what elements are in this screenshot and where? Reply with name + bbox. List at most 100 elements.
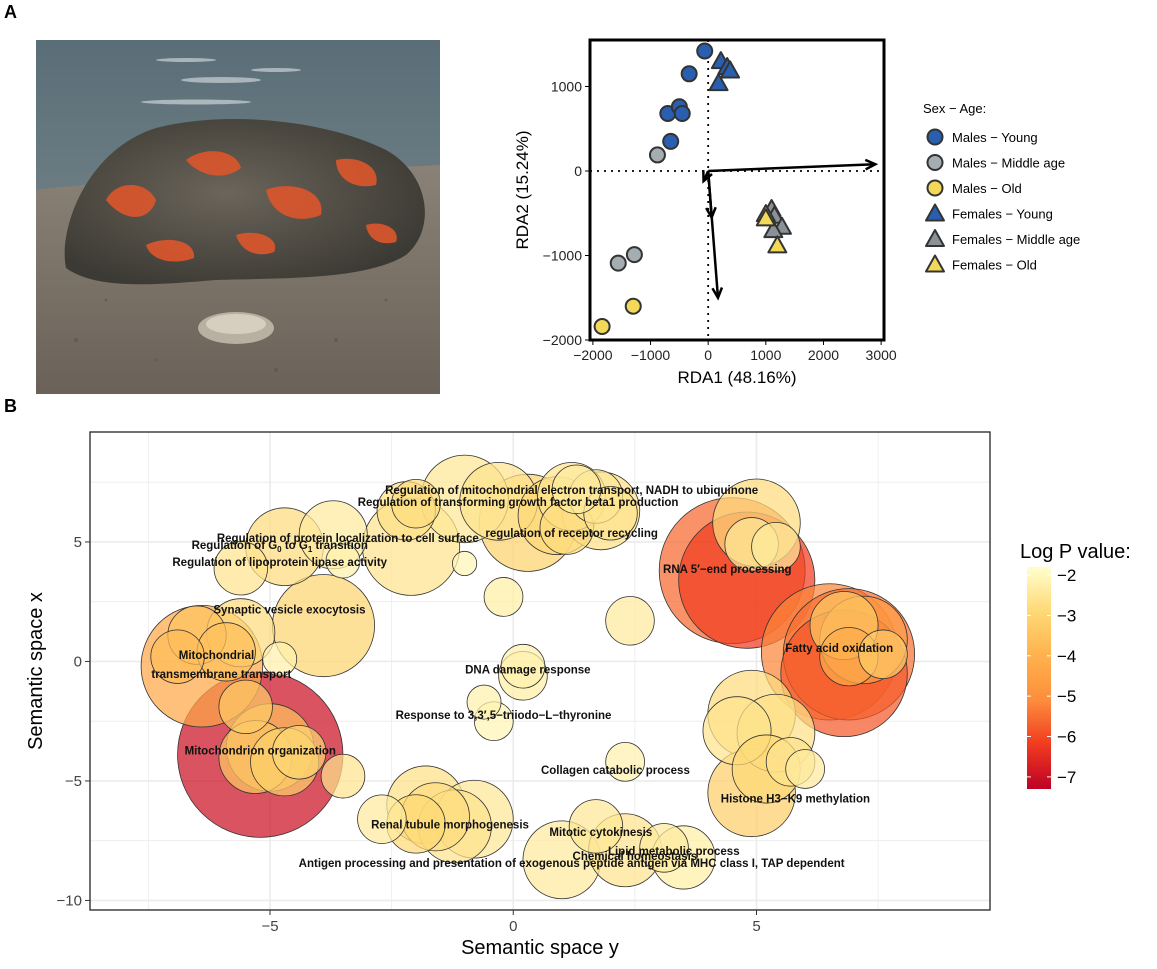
rda-legend-label: Males − Middle age	[952, 156, 1065, 171]
rda-x-tick-label: −2000	[573, 347, 613, 363]
rda-point	[680, 65, 698, 83]
go-term-label: Regulation of G0 to G1 transition	[192, 540, 368, 554]
rda-point	[696, 42, 714, 60]
rda-x-tick-label: −1000	[631, 347, 671, 363]
go-term-bubble	[391, 478, 441, 529]
rda-y-tick-label: 1000	[551, 78, 582, 94]
colorbar-tick-label: −4	[1057, 647, 1076, 666]
go-term-label: DNA damage response	[465, 664, 590, 676]
colorbar-tick-label: −7	[1057, 768, 1076, 787]
rda-y-tick-label: −1000	[543, 247, 583, 263]
colorbar-gradient	[1027, 567, 1051, 789]
rda-x-tick-label: 1000	[750, 347, 781, 363]
rda-legend-key	[926, 154, 944, 171]
go-term-bubble	[785, 749, 825, 789]
rda-point	[625, 246, 643, 264]
semantic-x-axis-label: Semantic space y	[461, 937, 619, 959]
rda-biplot-arrow	[706, 170, 720, 298]
go-term-label: Regulation of transforming growth factor…	[358, 497, 679, 509]
go-term-label: Mitochondrion organization	[185, 746, 336, 758]
rda-plot-frame	[588, 38, 886, 342]
colorbar-tick-label: −2	[1057, 566, 1076, 585]
bubble-x-tick-label: 0	[509, 918, 517, 935]
colorbar-title: Log P value:	[1020, 541, 1131, 563]
go-term-bubble	[357, 794, 407, 844]
rda-point	[708, 73, 729, 92]
rda-legend-key	[926, 179, 944, 197]
bubble-y-tick-label: −5	[65, 773, 82, 790]
rda-point	[609, 254, 627, 272]
rda-x-tick-label: 2000	[808, 347, 839, 363]
bubble-plot-frame	[89, 431, 991, 911]
panel-b-letter: B	[4, 396, 17, 416]
go-term-label: Collagen catabolic process	[541, 765, 690, 777]
rda-point	[755, 208, 776, 227]
bubble-y-tick-label: −10	[57, 892, 82, 909]
rda-legend-key	[925, 254, 945, 273]
rda-arrow-head	[864, 158, 879, 171]
go-term-bubble	[483, 577, 524, 617]
go-term-bubble	[605, 741, 645, 782]
panel-a-letter: A	[4, 2, 17, 22]
go-term-label: Histone H3−K9 methylation	[721, 793, 870, 805]
rda-x-tick-label: 0	[704, 347, 712, 363]
go-term-bubble	[568, 799, 624, 854]
rda-x-tick-label: 3000	[866, 347, 897, 363]
go-term-label: regulation of receptor recycling	[485, 528, 658, 540]
go-term-label: Regulation of protein localization to ce…	[217, 533, 479, 545]
rda-point	[763, 220, 784, 239]
go-term-label: Mitotic cytokinesis	[549, 827, 652, 839]
rda-y-tick-label: −2000	[543, 332, 583, 348]
rda-point	[593, 317, 611, 335]
go-term-label: Mitochondrial	[179, 650, 254, 662]
go-term-label: Response to 3,3′,5−triiodo−L−thyronine	[396, 710, 612, 722]
go-term-label: Regulation of mitochondrial electron tra…	[385, 485, 758, 497]
go-term-bubble	[272, 725, 327, 780]
rda-legend-label: Females − Middle age	[952, 232, 1080, 247]
go-term-label: transmembrane transport	[151, 669, 291, 681]
go-term-bubble	[213, 541, 268, 596]
go-term-bubble	[551, 464, 602, 515]
semantic-y-axis-label: Semantic space x	[25, 592, 47, 750]
rda-legend-label: Females − Young	[952, 207, 1053, 222]
rda-chart: −2000 −1000 0 1000 2000 3000 −2000 −1000 0 1000 M…	[513, 38, 1080, 387]
rda-point	[767, 235, 788, 254]
rda-legend-title: Sex − Age:	[923, 101, 986, 116]
rda-x-axis-label: RDA1 (48.16%)	[677, 368, 796, 387]
rda-legend-label: Males − Old	[952, 181, 1022, 196]
go-term-bubble	[605, 596, 655, 646]
go-term-label: Renal tubule morphogenesis	[371, 820, 529, 832]
go-term-bubble	[325, 543, 361, 579]
colorbar-tick-label: −5	[1057, 687, 1076, 706]
rda-arrow-head	[711, 287, 724, 301]
semantic-bubble-chart: Regulation of mitochondrial electron tra…	[25, 431, 1131, 959]
go-term-label: Fatty acid oxidation	[785, 643, 893, 655]
go-term-label: Synaptic vesicle exocytosis	[213, 605, 365, 617]
go-term-bubble	[320, 753, 366, 799]
rda-legend-label: Males − Young	[952, 130, 1038, 145]
rda-legend-key	[925, 203, 945, 222]
rda-legend-label: Females − Old	[952, 258, 1037, 273]
rda-y-tick-label: 0	[574, 163, 582, 179]
rda-point	[624, 297, 642, 315]
rda-legend-key	[925, 229, 945, 248]
rda-point	[673, 105, 691, 123]
go-term-bubble	[500, 643, 546, 689]
bubble-x-tick-label: −5	[261, 918, 278, 935]
go-term-bubble	[218, 679, 273, 735]
rda-biplot-arrow	[708, 162, 876, 173]
bubble-y-tick-label: 5	[74, 534, 82, 551]
go-term-label: Lipid metabolic process	[608, 846, 740, 858]
rda-legend-key	[926, 128, 944, 146]
rda-point	[662, 132, 680, 150]
go-term-label: RNA 5′−end processing	[663, 564, 792, 576]
go-term-bubble	[466, 684, 502, 720]
go-term-bubble	[150, 629, 205, 684]
rda-point	[648, 146, 666, 164]
go-term-label: Regulation of lipoprotein lipase activit…	[172, 557, 387, 569]
bubble-x-tick-label: 5	[752, 918, 760, 935]
go-term-label: Chemical homeostasis	[573, 851, 698, 863]
colorbar-tick-label: −6	[1057, 728, 1076, 747]
rda-y-axis-label: RDA2 (15.24%)	[513, 130, 532, 249]
rda-point	[720, 60, 741, 79]
